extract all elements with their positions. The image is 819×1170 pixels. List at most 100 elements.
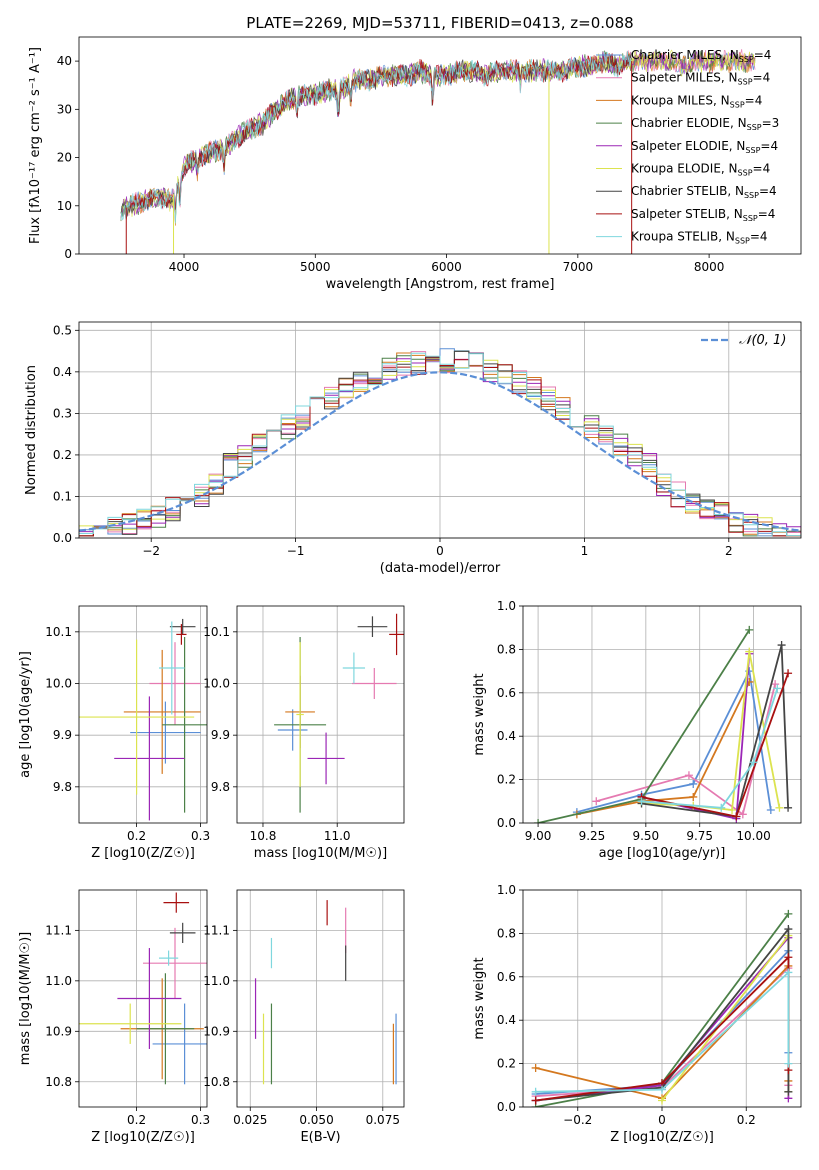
mass-vs-ebv-ytick-label: 11.0: [203, 974, 230, 988]
mass-weight-vs-Z-line-5: [661, 932, 790, 1102]
mass-weight-vs-Z-marker-3-2: [784, 909, 793, 918]
mass-weight-vs-Z-marker-8-2: [784, 968, 793, 977]
mass-weight-vs-Z-xtick-label: −0.2: [563, 1113, 592, 1127]
mass-vs-Z-xtick-label: 0.2: [127, 1113, 146, 1127]
mass-weight-vs-age-marker-1-1: [684, 771, 693, 780]
spectrum-xtick-label: 5000: [300, 260, 331, 274]
mass-weight-vs-Z-marker-8-3: [784, 1059, 793, 1068]
spectrum-ytick-label: 30: [57, 102, 72, 116]
spectrum-ylabel: Flux [fλ10⁻¹⁷ erg cm⁻² s⁻¹ A⁻¹]: [28, 47, 43, 244]
mass-weight-vs-age-marker-1-3: [771, 680, 780, 689]
mass-weight-vs-Z-marker-7-0: [531, 1096, 540, 1105]
figure-title: PLATE=2269, MJD=53711, FIBERID=0413, z=0…: [246, 14, 633, 32]
residuals-xtick-label: 0: [436, 544, 444, 558]
mass-weight-vs-Z-ytick-label: 0.2: [497, 1057, 516, 1071]
mass-weight-vs-Z-marker-7-2: [784, 953, 793, 962]
spectrum-ytick-label: 10: [57, 199, 72, 213]
mass-weight-vs-age-marker-8-2: [749, 758, 758, 767]
mass-weight-vs-age-xlabel: age [log10(age/yr)]: [599, 846, 726, 861]
mass-weight-vs-age-line-2: [576, 681, 751, 816]
residuals-xtick-label: −1: [287, 544, 305, 558]
mass-weight-vs-age-marker-5-4: [775, 803, 784, 812]
spectrum-ytick-label: 0: [64, 247, 72, 261]
spectrum-xtick-label: 6000: [431, 260, 462, 274]
mass-weight-vs-Z-marker-6-3: [784, 1087, 793, 1096]
age-vs-Z-ytick-label: 10.0: [45, 677, 72, 691]
residuals-ytick-label: 0.0: [53, 531, 72, 545]
mass-vs-ebv-xtick-label: 0.025: [233, 1113, 267, 1127]
age-vs-mass-ytick-label: 9.8: [211, 780, 230, 794]
mass-weight-vs-age-marker-2-2: [689, 792, 698, 801]
residuals-ylabel: Normed distribution: [24, 365, 39, 495]
mass-weight-vs-Z-ytick-label: 0.6: [497, 970, 516, 984]
spectrum-xtick-label: 7000: [563, 260, 594, 274]
mass-weight-vs-age-marker-1-2: [738, 810, 747, 819]
mass-weight-vs-Z-xlabel: Z [log10(Z/Z☉)]: [610, 1130, 714, 1145]
mass-weight-vs-Z-marker-2-0: [531, 1063, 540, 1072]
normal-curve: [79, 371, 801, 532]
mass-weight-vs-age-ytick-label: 1.0: [497, 599, 516, 613]
mass-weight-vs-Z-line-8: [535, 970, 790, 1093]
residuals-panel: −2 −1 0 1 2 0.0 0.1 0.2 0.3 0.4 0.5 (data-model)/er…: [24, 321, 802, 576]
age-vs-Z-xtick-label: 0.3: [191, 829, 210, 843]
mass-weight-vs-Z-ytick-label: 1.0: [497, 883, 516, 897]
age-vs-Z-ylabel: age [log10(age/yr)]: [18, 651, 33, 778]
mass-weight-vs-Z-marker-6-2: [784, 925, 793, 934]
age-vs-mass-xlabel: mass [log10(M/M☉)]: [254, 846, 387, 861]
residuals-frame: [78, 321, 802, 539]
age-vs-Z-frame: [78, 605, 208, 824]
mass-weight-vs-age-xtick-label: 9.75: [686, 829, 713, 843]
mass-vs-ebv-xtick-label: 0.050: [299, 1113, 333, 1127]
age-vs-Z-panel: 0.2 0.3 9.8 9.9 10.0 10.1 Z [log10(Z/Z☉)] age […: [18, 605, 210, 861]
spectrum-line-7: [125, 51, 632, 220]
mass-weight-vs-age-marker-8-0: [637, 797, 646, 806]
mass-weight-vs-age-ytick-label: 0.8: [497, 642, 516, 656]
mass-weight-vs-age-plot-area: [534, 625, 793, 823]
mass-vs-Z-panel: 0.2 0.3 10.8 10.9 11.0 11.1 Z [log10(Z/Z☉)] mas…: [18, 889, 210, 1145]
age-vs-mass-ytick-label: 9.9: [211, 728, 230, 742]
mass-weight-vs-Z-marker-8-1: [658, 1085, 666, 1094]
residuals-ytick-label: 0.3: [53, 406, 72, 420]
legend-label-0: Chabrier MILES, NSSP=4: [631, 48, 771, 64]
mass-weight-vs-Z-marker-8-0: [531, 1087, 540, 1096]
mass-weight-vs-Z-xtick-label: 0: [658, 1113, 666, 1127]
residuals-xtick-label: 1: [581, 544, 589, 558]
mass-weight-vs-Z-panel: −0.2 0 0.2 0.0 0.2 0.4 0.6 0.8 1.0 Z [log10(Z/Z☉)…: [472, 883, 802, 1145]
age-vs-Z-xtick-label: 0.2: [127, 829, 146, 843]
residuals-xtick-label: 2: [725, 544, 733, 558]
mass-vs-ebv-xtick-label: 0.075: [366, 1113, 400, 1127]
age-vs-Z-ytick-label: 10.1: [45, 625, 72, 639]
mass-weight-vs-age-marker-6-2: [777, 641, 786, 650]
mass-weight-vs-age-ytick-label: 0.2: [497, 773, 516, 787]
mass-weight-vs-age-marker-0-4: [766, 805, 775, 814]
mass-weight-vs-age-line-1: [596, 683, 776, 816]
mass-weight-vs-age-line-3: [537, 629, 751, 823]
mass-vs-ebv-panel: 0.025 0.050 0.075 10.8 10.9 11.0 11.1 E(B-V): [203, 889, 405, 1145]
mass-vs-Z-ytick-label: 11.0: [45, 974, 72, 988]
legend-label-7: Salpeter STELIB, NSSP=4: [631, 207, 775, 223]
mass-weight-vs-age-marker-3-0: [534, 819, 543, 823]
mass-weight-vs-age-ytick-label: 0.0: [497, 816, 516, 830]
mass-vs-Z-ytick-label: 10.8: [45, 1075, 72, 1089]
mass-weight-vs-age-marker-7-1: [732, 812, 741, 821]
age-vs-Z-ytick-label: 9.9: [53, 728, 72, 742]
age-vs-mass-xtick-label: 10.8: [250, 829, 277, 843]
mass-weight-vs-Z-marker-5-0: [658, 1096, 666, 1105]
spectrum-line-8: [120, 50, 632, 224]
mass-weight-vs-age-ytick-label: 0.4: [497, 729, 516, 743]
mass-weight-vs-age-frame: [522, 605, 802, 824]
mass-vs-Z-xlabel: Z [log10(Z/Z☉)]: [91, 1130, 195, 1145]
age-vs-mass-plot-area: [274, 613, 404, 813]
mass-weight-vs-Z-ytick-label: 0.8: [497, 926, 516, 940]
residuals-plot-area: [79, 348, 801, 537]
mass-weight-vs-age-line-6: [641, 644, 789, 818]
mass-weight-vs-age-panel: 9.00 9.25 9.50 9.75 10.00 0.0 0.2 0.4 0.6 0.8 1.0 a…: [472, 599, 802, 861]
mass-weight-vs-age-marker-8-1: [717, 803, 726, 812]
mass-weight-vs-age-marker-1-0: [592, 797, 601, 806]
mass-weight-vs-Z-xtick-label: 0.2: [737, 1113, 756, 1127]
residuals-ytick-label: 0.1: [53, 489, 72, 503]
age-vs-mass-ytick-label: 10.1: [203, 625, 230, 639]
mass-weight-vs-age-ytick-label: 0.6: [497, 686, 516, 700]
mass-weight-vs-Z-ylabel: mass weight: [472, 957, 487, 1039]
age-vs-mass-ytick-label: 10.0: [203, 677, 230, 691]
